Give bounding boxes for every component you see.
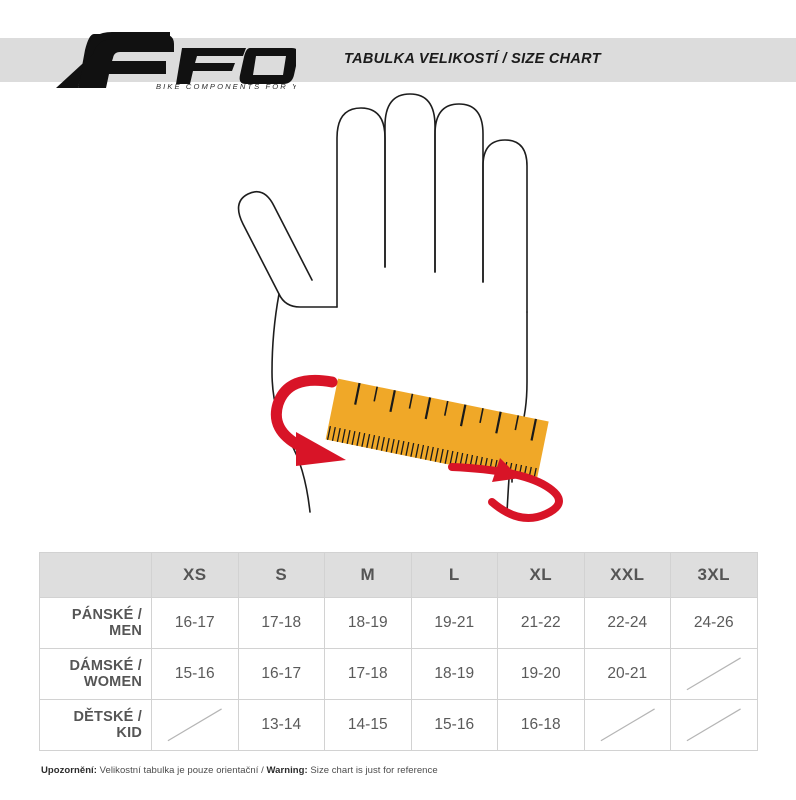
cell-kid-xs-unavailable <box>151 699 239 751</box>
hand-measurement-illustration <box>0 82 796 542</box>
column-header-l: L <box>410 552 498 598</box>
footer-warning-en-label: Warning: <box>266 765 308 776</box>
diagonal-slash-icon <box>167 708 222 742</box>
row-label-women-line2: WOMEN <box>83 674 142 690</box>
page-title: TABULKA VELIKOSTÍ / SIZE CHART <box>344 51 601 67</box>
cell-women-l: 18-19 <box>410 648 498 700</box>
cell-men-s: 17-18 <box>237 597 325 649</box>
cell-men-l: 19-21 <box>410 597 498 649</box>
row-label-men-line1: PÁNSKÉ / <box>71 606 142 623</box>
ruler-body <box>325 378 549 483</box>
cell-women-xxl: 20-21 <box>583 648 671 700</box>
table-row: DĚTSKÉ / KID 13-14 14-15 15-16 16-18 <box>39 699 758 751</box>
diagonal-slash-icon <box>686 657 741 691</box>
row-label-kid-line1: DĚTSKÉ / <box>73 708 142 725</box>
cell-women-xs: 15-16 <box>151 648 239 700</box>
left-measure-arrow-icon <box>270 374 346 466</box>
footer-warning-cs-label: Upozornění: <box>41 765 97 776</box>
cell-kid-s: 13-14 <box>237 699 325 751</box>
column-header-m: M <box>324 552 412 598</box>
cell-men-m: 18-19 <box>324 597 412 649</box>
cell-women-m: 17-18 <box>324 648 412 700</box>
cell-kid-m: 14-15 <box>324 699 412 751</box>
footer-warning-cs-text: Velikostní tabulka je pouze orientační / <box>96 765 267 776</box>
row-label-kid-line2: KID <box>116 725 142 741</box>
table-corner-cell <box>39 552 152 598</box>
ruler-icon <box>325 378 549 483</box>
size-chart-table: XS S M L XL XXL 3XL PÁNSKÉ / MEN 16-17 1… <box>39 552 758 751</box>
force-logo-icon: BIKE COMPONENTS FOR YOU <box>56 32 296 91</box>
table-row: DÁMSKÉ / WOMEN 15-16 16-17 17-18 18-19 1… <box>39 648 758 700</box>
cell-men-xl: 21-22 <box>497 597 585 649</box>
row-label-kid: DĚTSKÉ / KID <box>39 699 152 751</box>
footer-warning-note: Upozornění: Velikostní tabulka je pouze … <box>41 765 438 776</box>
table-header-row: XS S M L XL XXL 3XL <box>39 552 758 598</box>
cell-men-xxl: 22-24 <box>583 597 671 649</box>
force-logo: BIKE COMPONENTS FOR YOU <box>34 30 296 92</box>
column-header-3xl: 3XL <box>670 552 758 598</box>
footer-warning-en-text: Size chart is just for reference <box>307 765 438 776</box>
cell-men-xs: 16-17 <box>151 597 239 649</box>
row-label-women: DÁMSKÉ / WOMEN <box>39 648 152 700</box>
diagonal-slash-icon <box>686 708 741 742</box>
column-header-xs: XS <box>151 552 239 598</box>
column-header-xl: XL <box>497 552 585 598</box>
right-measure-arrow-icon <box>448 458 563 522</box>
hand-outline-icon <box>237 93 528 513</box>
cell-women-xl: 19-20 <box>497 648 585 700</box>
table-row: PÁNSKÉ / MEN 16-17 17-18 18-19 19-21 21-… <box>39 597 758 649</box>
row-label-men: PÁNSKÉ / MEN <box>39 597 152 649</box>
column-header-xxl: XXL <box>583 552 671 598</box>
size-chart-table-container: XS S M L XL XXL 3XL PÁNSKÉ / MEN 16-17 1… <box>39 552 758 751</box>
cell-women-3xl-unavailable <box>670 648 758 700</box>
cell-kid-3xl-unavailable <box>670 699 758 751</box>
cell-women-s: 16-17 <box>237 648 325 700</box>
row-label-women-line1: DÁMSKÉ / <box>69 657 142 674</box>
column-header-s: S <box>237 552 325 598</box>
diagonal-slash-icon <box>600 708 655 742</box>
cell-kid-l: 15-16 <box>410 699 498 751</box>
cell-men-3xl: 24-26 <box>670 597 758 649</box>
row-label-men-line2: MEN <box>109 623 142 639</box>
force-logo-tagline: BIKE COMPONENTS FOR YOU <box>156 82 296 91</box>
cell-kid-xl: 16-18 <box>497 699 585 751</box>
cell-kid-xxl-unavailable <box>583 699 671 751</box>
